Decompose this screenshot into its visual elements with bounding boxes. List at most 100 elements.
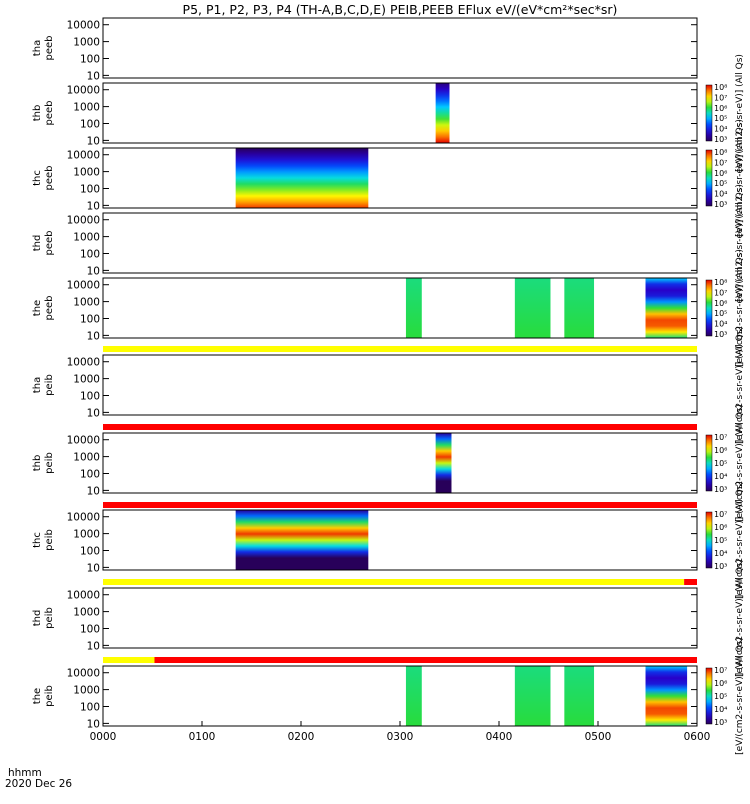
colorbar-title: [eV/(cm2-s-sr-eV)] (All Qs) [735, 637, 745, 755]
spectrogram-block [564, 666, 595, 726]
y-tick-label: 10000 [67, 590, 100, 602]
panel-label: thc peib [32, 529, 55, 551]
y-tick-label: 100 [80, 701, 100, 713]
y-tick-label: 10000 [67, 668, 100, 680]
colorbar-tick: 10⁴ [714, 125, 727, 134]
spectrogram-block [514, 278, 551, 338]
colorbar-title: [eV/(cm2-s-sr-eV)] (All Qs) [735, 559, 745, 677]
y-tick-label: 10000 [67, 85, 100, 97]
x-tick-label: 0300 [387, 731, 414, 743]
colorbar [705, 279, 713, 337]
y-tick-label: 1000 [73, 297, 100, 309]
y-tick-label: 1000 [73, 232, 100, 244]
panel-label: thb peeb [32, 101, 55, 126]
y-tick-label: 100 [80, 183, 100, 195]
mode-bar-segment [684, 579, 697, 585]
colorbar-tick: 10⁵ [714, 114, 727, 123]
spectrogram-block [435, 83, 450, 143]
colorbar-tick: 10⁶ [714, 299, 727, 308]
panel-label-probe: thb [32, 105, 43, 122]
y-tick-label: 10 [87, 265, 100, 277]
colorbar-title-text: [eV/(cm2-s-sr-eV)] (All Qs) [735, 481, 745, 599]
colorbar-title: [eV/(cm2-s-sr-eV)] (All Qs) [735, 481, 745, 599]
y-tick-label: 10 [87, 70, 100, 82]
plot-title: P5, P1, P2, P3, P4 (TH-A,B,C,D,E) PEIB,P… [183, 2, 618, 17]
colorbar [705, 84, 713, 142]
panel-label-probe: the [32, 300, 43, 316]
colorbar-tick: 10⁵ [714, 692, 727, 701]
panel-tha-peeb: 10 100 1000 10000 tha peeb [32, 17, 698, 82]
y-tick-label: 10000 [67, 280, 100, 292]
y-tick-label: 10 [87, 407, 100, 419]
colorbar-title: [eV/(cm2-s-sr-eV)] (All Qs) [735, 249, 745, 367]
panel-label-probe: thc [32, 170, 43, 186]
panel-label-probe: tha [32, 377, 43, 393]
panel-label-probe: thd [32, 235, 43, 252]
panel-thc-peib: 10 100 1000 10000 thc peib 10³ 10⁴ 10⁵ 10⁶ 10⁷ [eV/… [32, 481, 745, 599]
colorbar-tick: 10⁶ [714, 679, 727, 688]
panel-tha-peib: 10 100 1000 10000 tha peib [eV/(cm2-s-sr-eV)] … [32, 326, 745, 444]
y-tick-label: 1000 [73, 37, 100, 49]
panel-label: thd peib [32, 607, 55, 629]
y-tick-label: 1000 [73, 167, 100, 179]
x-tick-label: 0100 [189, 731, 216, 743]
colorbar-title-text: [eV/(cm2-s-sr-eV)] (All Qs) [735, 54, 745, 172]
colorbar-tick: 10⁶ [714, 104, 727, 113]
colorbar-tick: 10⁵ [714, 459, 727, 468]
colorbar-title-text: [eV/(cm2-s-sr-eV)] (All Qs) [735, 184, 745, 302]
colorbar-tick: 10⁶ [714, 446, 727, 455]
colorbar-title: [eV/(cm2-s-sr-eV)] (All Qs) [735, 119, 745, 237]
y-tick-label: 10000 [67, 512, 100, 524]
y-tick-label: 1000 [73, 607, 100, 619]
x-tick-label: 0000 [90, 731, 117, 743]
colorbar [705, 667, 713, 725]
y-tick-label: 100 [80, 313, 100, 325]
spectrogram-block [405, 278, 422, 338]
y-tick-label: 10000 [67, 215, 100, 227]
spectrogram-block [235, 148, 369, 208]
panel-label: thd peeb [32, 231, 55, 256]
mode-bar-segment [154, 657, 698, 663]
spectrogram-block [645, 666, 688, 726]
panel-thd-peeb: 10 100 1000 10000 thd peeb [eV/(cm2-s-sr-eV)] … [32, 184, 745, 302]
colorbar-tick: 10⁵ [714, 536, 727, 545]
panel-frame [102, 17, 698, 79]
colorbar-tick: 10⁸ [714, 83, 727, 92]
panel-label: the peeb [32, 296, 55, 321]
panel-frame [102, 432, 698, 494]
panel-label-instrument: peib [44, 452, 55, 474]
colorbar-tick: 10⁴ [714, 320, 727, 329]
panel-label-probe: the [32, 688, 43, 704]
y-tick-label: 100 [80, 118, 100, 130]
panel-frame [102, 212, 698, 274]
hhmm-label: hhmm [8, 767, 42, 779]
panel-label: thc peeb [32, 166, 55, 191]
panel-label: tha peeb [32, 36, 55, 61]
panel-label-instrument: peeb [44, 36, 55, 61]
y-tick-label: 1000 [73, 374, 100, 386]
colorbar-tick: 10³ [714, 330, 727, 339]
colorbar-title: [eV/(cm2-s-sr-eV)] (All Qs) [735, 404, 745, 522]
panel-frame [102, 587, 698, 649]
colorbar-tick: 10⁸ [714, 278, 727, 287]
colorbar-tick: 10⁵ [714, 309, 727, 318]
panel-label-instrument: peib [44, 374, 55, 396]
date-label: 2020 Dec 26 [5, 778, 72, 790]
colorbar-tick: 10⁶ [714, 523, 727, 532]
colorbar [705, 511, 713, 569]
y-tick-label: 100 [80, 468, 100, 480]
colorbar-tick: 10³ [714, 135, 727, 144]
colorbar-title: [eV/(cm2-s-sr-eV)] (All Qs) [735, 54, 745, 172]
spectrogram-block [435, 433, 452, 493]
y-tick-label: 10 [87, 562, 100, 574]
spectrogram-block [405, 666, 422, 726]
spectrogram-block [645, 278, 688, 338]
y-tick-label: 100 [80, 390, 100, 402]
panel-label-probe: thd [32, 610, 43, 627]
panel-label-probe: thb [32, 455, 43, 472]
colorbar-title: [eV/(cm2-s-sr-eV)] (All Qs) [735, 184, 745, 302]
